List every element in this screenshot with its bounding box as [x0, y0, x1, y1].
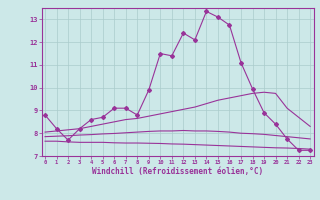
- X-axis label: Windchill (Refroidissement éolien,°C): Windchill (Refroidissement éolien,°C): [92, 167, 263, 176]
